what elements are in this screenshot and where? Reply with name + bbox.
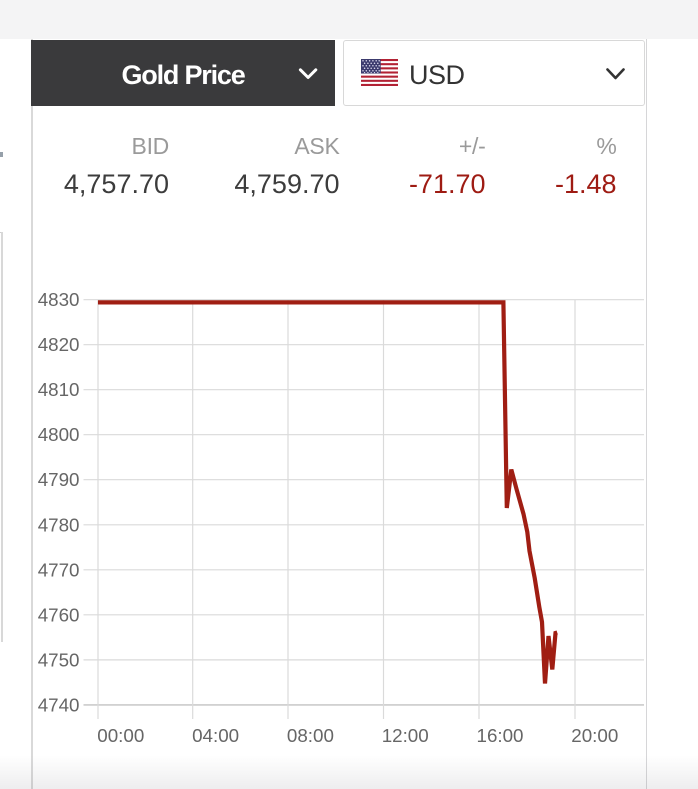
svg-text:4820: 4820 [38,334,80,355]
svg-text:16:00: 16:00 [477,725,524,746]
svg-text:00:00: 00:00 [97,725,144,746]
svg-text:04:00: 04:00 [192,725,239,746]
svg-text:4740: 4740 [38,694,80,715]
svg-text:4770: 4770 [38,559,80,580]
svg-text:4800: 4800 [38,424,80,445]
svg-text:12:00: 12:00 [382,725,429,746]
svg-text:20:00: 20:00 [571,725,618,746]
svg-text:08:00: 08:00 [287,725,334,746]
svg-text:4760: 4760 [38,604,80,625]
svg-text:4750: 4750 [38,649,80,670]
svg-text:4830: 4830 [38,289,80,310]
svg-text:4780: 4780 [38,514,80,535]
svg-text:4790: 4790 [38,469,80,490]
svg-text:4810: 4810 [38,379,80,400]
